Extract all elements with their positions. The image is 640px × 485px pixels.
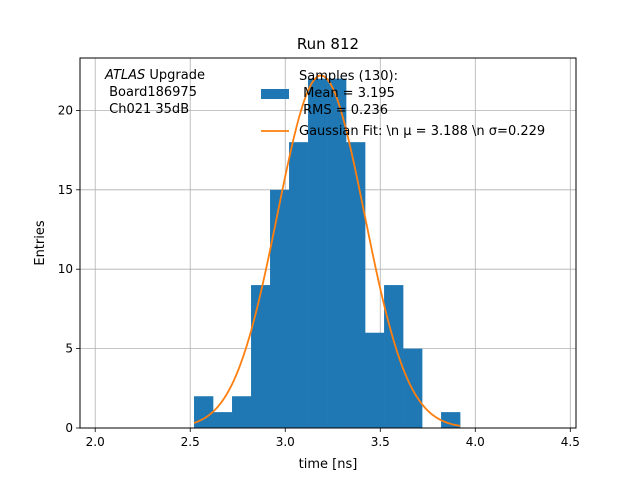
histogram-bar <box>194 396 214 428</box>
y-tick-label: 0 <box>65 421 73 435</box>
histogram-bar <box>327 78 347 429</box>
histogram-bars <box>194 78 461 429</box>
legend-samples-line2: Mean = 3.195 <box>299 86 395 101</box>
axis-ticks: 2.0 2.5 3.0 3.5 4.0 4.5 0 5 10 15 20 <box>58 103 580 449</box>
histogram-bar <box>251 285 271 428</box>
histogram-bar <box>289 142 309 428</box>
legend-samples-line1: Samples (130): <box>299 69 398 84</box>
plot-frame <box>79 57 577 429</box>
histogram-bar <box>308 78 328 429</box>
y-tick-label: 5 <box>65 342 73 356</box>
chart-title: Run 812 <box>297 35 359 53</box>
x-tick-label: 3.5 <box>371 435 390 449</box>
legend-fit-label: Gaussian Fit: \n μ = 3.188 \n σ=0.229 <box>299 124 545 139</box>
y-axis-label: Entries <box>33 220 48 266</box>
legend-samples-patch <box>261 89 289 99</box>
y-tick-label: 10 <box>58 262 73 276</box>
legend-samples-line3: RMS = 0.236 <box>299 103 388 118</box>
histogram-bar <box>384 285 404 428</box>
atlas-label-line1: ATLAS Upgrade <box>104 68 205 83</box>
histogram-bar <box>232 396 252 428</box>
gaussian-fit-curve <box>193 74 461 427</box>
histogram-bar <box>365 332 385 428</box>
histogram-bar <box>346 142 366 428</box>
x-tick-label: 2.5 <box>181 435 200 449</box>
x-tick-label: 4.5 <box>561 435 580 449</box>
atlas-annotation: ATLAS Upgrade Board186975 Ch021 35dB <box>104 68 205 117</box>
channel-label: Ch021 35dB <box>105 102 189 117</box>
histogram-bar <box>270 189 290 428</box>
histogram-bar <box>441 412 461 428</box>
x-tick-label: 4.0 <box>466 435 485 449</box>
histogram-bar <box>213 412 233 428</box>
upgrade-label: Upgrade <box>145 68 205 83</box>
x-axis-label: time [ns] <box>299 457 358 472</box>
gaussian-fit <box>193 74 461 427</box>
atlas-label: ATLAS <box>104 68 145 83</box>
x-tick-label: 3.0 <box>276 435 295 449</box>
x-tick-label: 2.0 <box>86 435 105 449</box>
legend: Samples (130): Mean = 3.195 RMS = 0.236 … <box>261 69 545 139</box>
y-tick-label: 15 <box>58 183 73 197</box>
y-tick-label: 20 <box>58 103 73 117</box>
board-label: Board186975 <box>105 85 197 100</box>
